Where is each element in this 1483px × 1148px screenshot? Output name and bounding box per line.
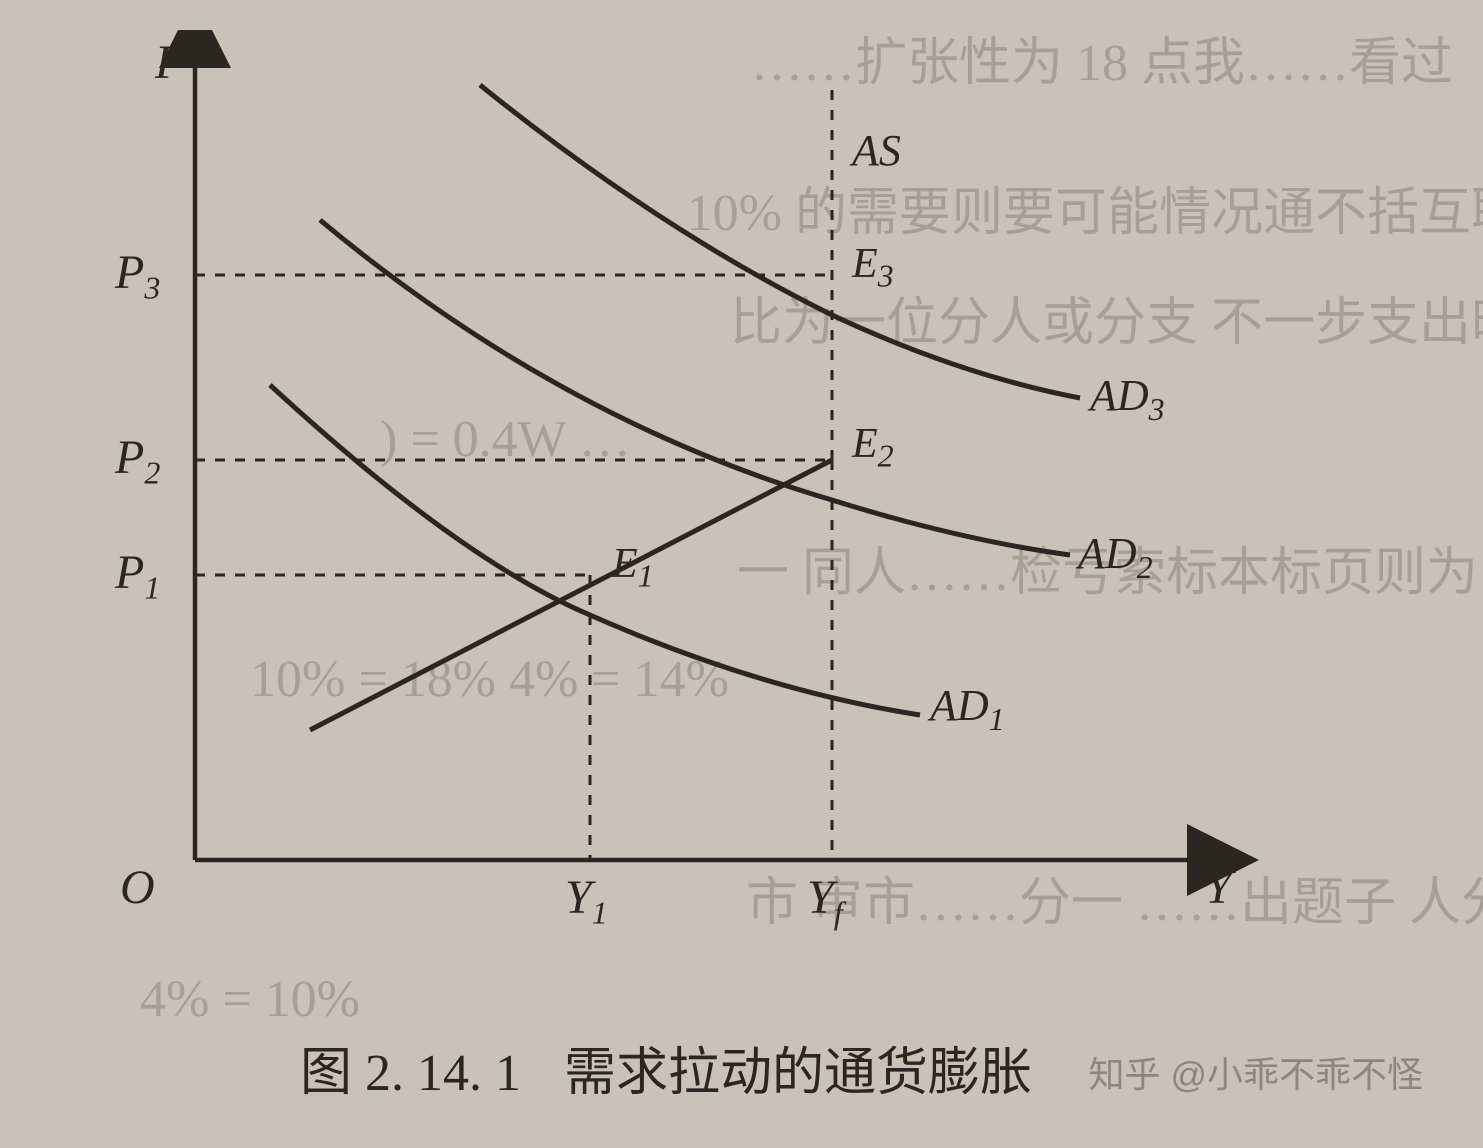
- y1-sub: 1: [592, 895, 608, 931]
- y-axis-label: P: [155, 35, 184, 90]
- p3-label: P3: [115, 245, 160, 307]
- ad2-main: AD: [1078, 529, 1137, 578]
- p2-main: P: [115, 431, 144, 484]
- caption-text: 需求拉动的通货膨胀: [564, 1045, 1032, 1102]
- y1-label: Y1: [565, 870, 608, 932]
- ad2-curve: [320, 220, 1070, 555]
- ad1-label: AD1: [930, 680, 1005, 738]
- ad-as-diagram: P Y O P3 P2 P1 Y1 Yf AS AD3 AD2 AD1 E1 E…: [60, 30, 1280, 950]
- e2-label: E2: [852, 420, 894, 474]
- p1-main: P: [115, 546, 144, 599]
- p2-label: P2: [115, 430, 160, 492]
- ad1-curve: [270, 385, 920, 715]
- ad3-curve: [480, 85, 1080, 398]
- e2-sub: 2: [878, 437, 894, 473]
- e1-main: E: [612, 541, 638, 587]
- ad3-sub: 3: [1149, 391, 1165, 427]
- ad2-sub: 2: [1137, 549, 1153, 585]
- e1-sub: 1: [638, 557, 654, 593]
- figure-caption: 图 2. 14. 1 需求拉动的通货膨胀: [300, 1030, 1032, 1105]
- e1-label: E1: [612, 540, 654, 594]
- p1-label: P1: [115, 545, 160, 607]
- watermark: 知乎 @小乖不乖不怪: [1088, 1046, 1423, 1098]
- ad3-label: AD3: [1090, 370, 1165, 428]
- ghost-line: 4% = 10%: [140, 970, 360, 1029]
- as-label: AS: [852, 125, 901, 176]
- ad1-main: AD: [930, 681, 989, 730]
- y1-main: Y: [565, 871, 592, 924]
- ad1-sub: 1: [989, 701, 1005, 737]
- e3-main: E: [852, 241, 878, 287]
- caption-prefix: 图 2. 14. 1: [300, 1045, 521, 1102]
- yf-label: Yf: [807, 870, 843, 932]
- ad3-main: AD: [1090, 371, 1149, 420]
- p1-sub: 1: [144, 570, 160, 606]
- as-curve: [310, 460, 832, 730]
- e2-main: E: [852, 421, 878, 467]
- yf-main: Y: [807, 871, 834, 924]
- p3-sub: 3: [144, 270, 160, 306]
- p2-sub: 2: [144, 455, 160, 491]
- e3-label: E3: [852, 240, 894, 294]
- e3-sub: 3: [878, 257, 894, 293]
- ad2-label: AD2: [1078, 528, 1153, 586]
- origin-label: O: [120, 860, 155, 915]
- p3-main: P: [115, 246, 144, 299]
- diagram-svg: [60, 30, 1280, 950]
- yf-sub: f: [834, 895, 843, 931]
- x-axis-label: Y: [1205, 860, 1232, 915]
